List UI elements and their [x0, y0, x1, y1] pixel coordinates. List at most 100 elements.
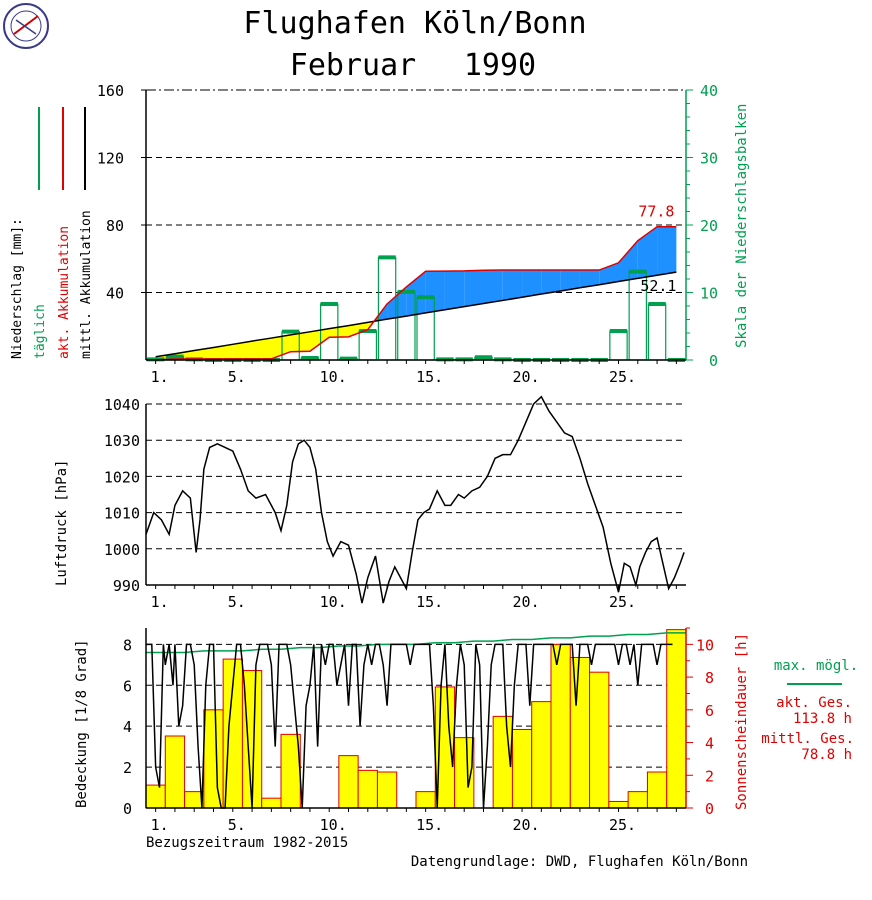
y-tick-label: 40 [106, 285, 124, 303]
sunshine-bar [589, 671, 610, 809]
x-tick-label: 10. [320, 368, 347, 386]
x-tick-label: 20. [513, 593, 540, 611]
sunshine-bar [550, 643, 571, 809]
pressure-panel: 990 1000 1010 1020 1030 1040 1. 5. 10. 15. 20. 25. [104, 395, 686, 611]
daily-precip-bar [647, 303, 667, 361]
right-y-tick-label: 8 [705, 669, 714, 687]
x-tick-label: 10. [320, 816, 347, 834]
chart-title: Flughafen Köln/Bonn [243, 6, 586, 41]
max-possible-sunshine-line [146, 632, 686, 654]
accumulation-diff-area [560, 270, 580, 291]
accumulation-diff-area [387, 286, 407, 320]
y-tick-label: 2 [123, 759, 132, 777]
x-tick-label: 1. [151, 368, 169, 386]
dwd-logo [3, 3, 49, 49]
accumulation-diff-area [213, 344, 233, 359]
x-tick-label: 15. [416, 593, 443, 611]
accumulation-diff-area [406, 271, 426, 317]
legend-act-total-value: 113.8 h [793, 711, 852, 727]
accumulation-diff-area [483, 270, 503, 304]
sunshine-bar [280, 733, 301, 809]
right-precip-label: Skala der Niederschlagsbalken [734, 104, 750, 348]
daily-precip-bar [609, 330, 628, 361]
x-tick-label: 25. [609, 816, 636, 834]
accumulation-diff-area [232, 341, 253, 359]
cloud-sunshine-panel: 0 2 4 6 8 0 2 4 6 8 10 1. 5. 10. 15. 20. 25. [123, 627, 714, 834]
pressure-line [145, 395, 685, 604]
sunshine-bar [261, 797, 282, 809]
y-tick-label: 0 [123, 800, 132, 818]
precip-unit-label: Niederschlag [mm]: [10, 218, 25, 359]
pressure-label: Luftdruck [hPa] [54, 460, 70, 586]
x-tick-label: 10. [320, 593, 347, 611]
right-y-tick-label: 4 [705, 735, 714, 753]
right-y-tick-label: 20 [700, 217, 718, 235]
legend-max-label: max. mögl. [774, 658, 858, 674]
sunshine-bar [203, 709, 224, 809]
x-tick-label: 5. [228, 816, 246, 834]
accumulation-diff-area [464, 270, 484, 307]
right-y-tick-label: 6 [705, 702, 714, 720]
y-tick-label: 120 [97, 150, 124, 168]
accumulation-diff-area [618, 240, 638, 282]
y-tick-label: 1040 [104, 396, 140, 414]
sunshine-bar [531, 701, 552, 809]
x-tick-label: 20. [513, 368, 540, 386]
right-y-tick-label: 10 [700, 285, 718, 303]
accumulation-diff-area [425, 271, 445, 313]
right-y-tick-label: 2 [705, 767, 714, 785]
accumulation-diff-area [252, 338, 272, 359]
sun-label: Sonnenscheindauer [h] [734, 633, 750, 810]
accumulation-diff-area [309, 328, 330, 352]
right-y-tick-label: 30 [700, 150, 718, 168]
accumulation-diff-area [522, 270, 542, 298]
legend-mean-label: mittl. Akkumulation [79, 210, 94, 359]
daily-precip-bar [358, 330, 378, 361]
legend-act-total-label: akt. Ges. [776, 695, 852, 711]
legend-act-label: akt. Akkumulation [57, 226, 72, 359]
y-tick-label: 4 [123, 718, 132, 736]
x-tick-label: 5. [228, 593, 246, 611]
sunshine-bar [511, 728, 533, 809]
legend-mean-total-label: mittl. Ges. [761, 731, 854, 747]
y-tick-label: 1020 [104, 468, 140, 486]
sunshine-bar [666, 629, 687, 809]
x-tick-label: 25. [609, 593, 636, 611]
precipitation-panel: 40 80 120 160 77.8 52.1 0 10 20 30 40 1. 5. 10. 15. 20.… [97, 82, 718, 386]
x-tick-label: 20. [513, 816, 540, 834]
legend-mean-total-value: 78.8 h [801, 747, 852, 763]
sunshine-bar [608, 800, 629, 809]
x-tick-label: 1. [151, 593, 169, 611]
y-tick-label: 1010 [104, 505, 140, 523]
right-y-tick-label: 0 [705, 800, 714, 818]
accumulation-diff-area [502, 270, 523, 301]
sunshine-bar [646, 771, 668, 809]
mean-accumulation-line [155, 271, 677, 358]
mean-total-label: 52.1 [640, 277, 676, 295]
sunshine-bar [415, 791, 436, 809]
x-tick-label: 25. [609, 368, 636, 386]
sunshine-bar [145, 784, 166, 809]
accumulation-diff-area [348, 322, 368, 337]
legend-daily-label: täglich [33, 304, 48, 359]
accumulation-diff-area [541, 270, 561, 295]
reference-period: Bezugszeitraum 1982-2015 [146, 835, 348, 851]
sunshine-bar [627, 791, 648, 809]
chart-title-month: Februar [290, 48, 416, 83]
right-y-tick-label: 40 [700, 82, 718, 100]
actual-total-label: 77.8 [638, 203, 674, 221]
x-tick-label: 5. [228, 368, 246, 386]
accumulation-diff-area [290, 331, 310, 352]
accumulation-diff-area [637, 226, 658, 279]
cover-label: Bedeckung [1/8 Grad] [74, 639, 90, 808]
accumulation-diff-area [444, 270, 465, 310]
y-tick-label: 80 [106, 217, 124, 235]
accumulation-diff-area [657, 226, 677, 276]
x-tick-label: 1. [151, 816, 169, 834]
y-tick-label: 6 [123, 677, 132, 695]
y-tick-label: 8 [123, 636, 132, 654]
x-tick-label: 15. [416, 816, 443, 834]
right-y-tick-label: 10 [696, 636, 714, 654]
right-y-tick-label: 0 [709, 352, 718, 370]
